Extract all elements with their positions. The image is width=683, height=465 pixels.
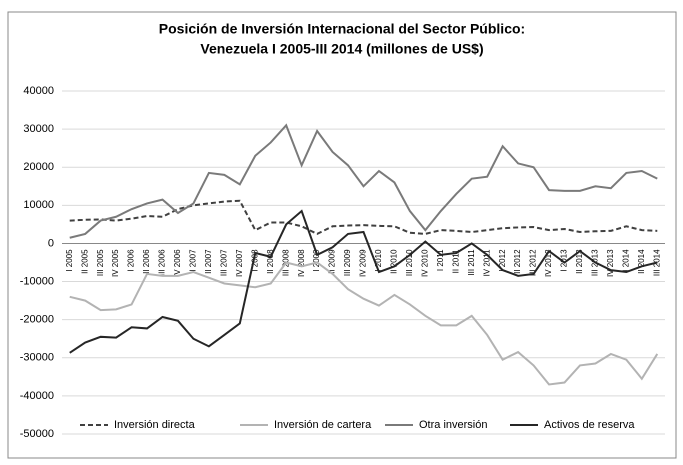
x-tick-label: II 2008 xyxy=(266,249,275,274)
x-tick-label: I 2007 xyxy=(189,249,198,272)
x-tick-label: IV 2005 xyxy=(111,249,120,277)
x-tick-label: III 2010 xyxy=(405,249,414,276)
chart-title: Venezuela I 2005-III 2014 (millones de U… xyxy=(200,41,483,57)
x-tick-label: I 2011 xyxy=(436,249,445,271)
x-tick-label: IV 2012 xyxy=(544,249,553,277)
y-tick-label: -40000 xyxy=(20,390,54,402)
x-tick-label: I 2013 xyxy=(560,249,569,272)
x-tick-label: III 2006 xyxy=(158,249,167,276)
x-tick-label: IV 2006 xyxy=(173,249,182,277)
y-tick-label: -30000 xyxy=(20,352,54,364)
x-tick-label: III 2012 xyxy=(529,249,538,276)
x-tick-label: I 2012 xyxy=(498,249,507,272)
x-tick-label: IV 2009 xyxy=(359,249,368,277)
y-tick-label: 20000 xyxy=(23,161,54,173)
x-tick-label: I 2005 xyxy=(65,249,74,272)
y-tick-label: -50000 xyxy=(20,428,54,440)
x-tick-label: III 2009 xyxy=(343,249,352,276)
x-tick-label: II 2012 xyxy=(513,249,522,274)
legend-label: Inversión de cartera xyxy=(274,419,372,431)
x-tick-label: II 2014 xyxy=(637,249,646,274)
x-tick-label: II 2009 xyxy=(328,249,337,274)
x-tick-label: III 2011 xyxy=(467,249,476,276)
x-tick-label: II 2007 xyxy=(204,249,213,274)
x-tick-label: II 2010 xyxy=(390,249,399,274)
x-tick-label: II 2011 xyxy=(451,249,460,273)
x-tick-label: IV 2008 xyxy=(297,249,306,277)
series-line xyxy=(69,261,659,386)
legend-label: Inversión directa xyxy=(114,419,196,431)
x-tick-label: IV 2011 xyxy=(482,249,491,277)
x-tick-label: I 2014 xyxy=(621,249,630,272)
y-tick-label: 30000 xyxy=(23,123,54,135)
chart-frame xyxy=(7,11,677,459)
x-tick-label: I 2008 xyxy=(250,249,259,272)
series-line xyxy=(69,123,658,239)
x-tick-label: IV 2007 xyxy=(235,249,244,277)
x-tick-label: III 2005 xyxy=(96,249,105,276)
x-tick-label: III 2007 xyxy=(219,249,228,276)
x-tick-label: II 2006 xyxy=(142,249,151,274)
y-tick-label: -10000 xyxy=(20,275,54,287)
series-line xyxy=(69,199,658,236)
x-tick-label: II 2005 xyxy=(80,249,89,274)
y-tick-label: 10000 xyxy=(23,199,54,211)
x-tick-label: I 2006 xyxy=(127,249,136,272)
series-line xyxy=(69,209,658,354)
y-tick-label: 40000 xyxy=(23,85,54,97)
legend-label: Otra inversión xyxy=(419,419,487,431)
legend-label: Activos de reserva xyxy=(544,419,635,431)
x-tick-label: I 2010 xyxy=(374,249,383,272)
x-tick-label: IV 2010 xyxy=(420,249,429,277)
chart-title: Posición de Inversión Internacional del … xyxy=(159,21,525,37)
y-tick-label: 0 xyxy=(48,237,54,249)
y-tick-label: -20000 xyxy=(20,314,54,326)
x-tick-label: I 2009 xyxy=(312,249,321,272)
x-tick-label: II 2013 xyxy=(575,249,584,274)
x-tick-label: IV 2013 xyxy=(606,249,615,277)
